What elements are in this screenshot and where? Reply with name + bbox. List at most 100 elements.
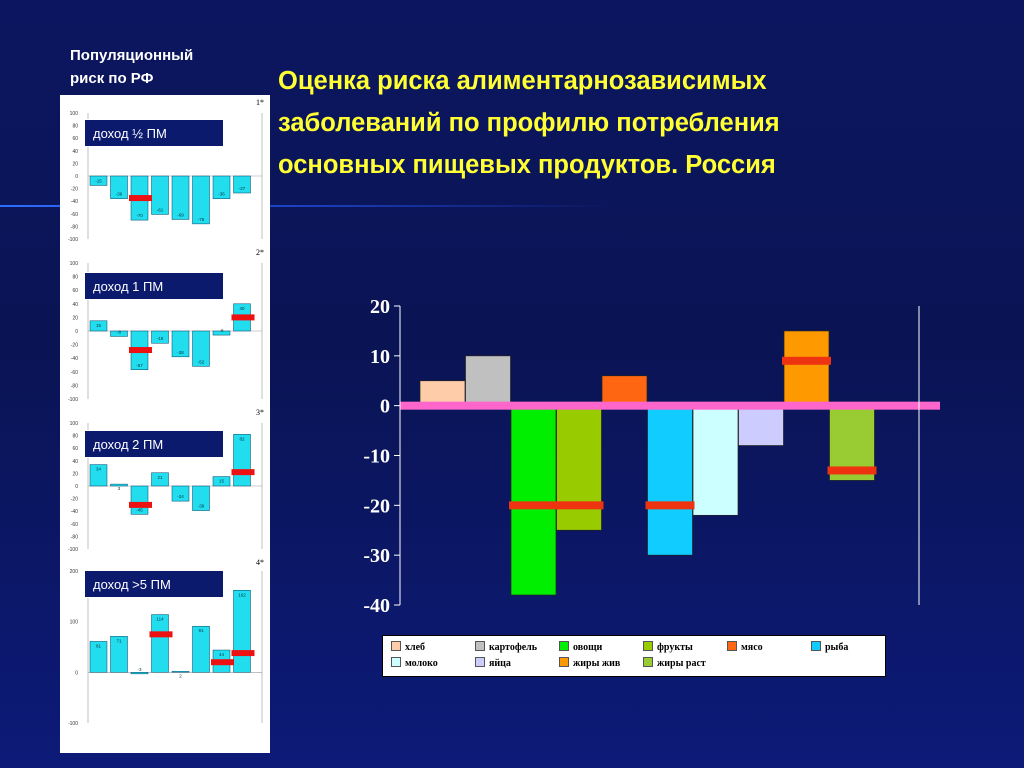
y-tick-label: 60 (72, 288, 78, 294)
bar-value-label: 21 (157, 475, 163, 480)
bar-value-label: 71 (116, 638, 122, 643)
bar-value-label: -39 (198, 504, 205, 509)
bar-value-label: -61 (157, 207, 164, 212)
bar-value-label: 44 (219, 652, 225, 657)
mini-bar (192, 625, 210, 673)
y-tick-label: -60 (71, 522, 78, 528)
mini-bar (212, 175, 231, 199)
legend-label: жиры раст (657, 658, 706, 669)
legend-label: рыба (825, 642, 849, 653)
legend-label: овощи (573, 642, 603, 653)
mini-bar (89, 641, 108, 673)
chart-number: 2* (256, 248, 264, 257)
bar-value-label: -8 (117, 329, 121, 334)
bar-value-label: 40 (239, 306, 245, 311)
legend-swatch (559, 641, 569, 651)
y-tick-label: -40 (71, 356, 78, 362)
bar-картофель (465, 355, 511, 407)
bar-value-label: -27 (239, 186, 246, 191)
y-tick-label: 0 (75, 329, 78, 335)
bar-фрукты (556, 405, 602, 531)
y-tick-label: 40 (72, 302, 78, 308)
y-tick-label: 20 (370, 296, 390, 318)
bar-value-label: -69 (177, 212, 184, 217)
y-tick-label: -100 (68, 237, 78, 243)
risk-marker (211, 659, 234, 666)
y-tick-label: -60 (71, 212, 78, 218)
legend-item: картофель (475, 641, 537, 655)
mini-chart-2: 2* 100 80 60 40 20 0 -20 -40 -60 -80 -100 15 -8 -57 -18… (60, 245, 270, 405)
bar-value-label: -36 (218, 192, 225, 197)
y-tick-label: 0 (380, 396, 390, 418)
legend-swatch (559, 657, 569, 667)
mini-bar (151, 614, 169, 673)
mini-chart-label: доход >5 ПМ (84, 570, 224, 598)
bar-value-label: 91 (198, 628, 204, 633)
bar-value-label: 61 (96, 643, 102, 648)
risk-marker (509, 501, 558, 510)
mini-bar (171, 330, 190, 358)
chart-legend: хлеб картофель овощи фрукты мясо рыба молоко яй… (382, 635, 886, 677)
legend-label: фрукты (657, 642, 693, 653)
bar-яйца (738, 405, 784, 446)
y-tick-label: 40 (72, 459, 78, 465)
mini-bar (151, 330, 169, 344)
bar-value-label: -3 (137, 667, 141, 672)
mini-bar (212, 330, 231, 336)
y-tick-label: -20 (71, 187, 78, 193)
legend-swatch (391, 657, 401, 667)
risk-marker (149, 631, 173, 638)
bar-value-label: 2 (179, 673, 182, 678)
legend-label: молоко (405, 658, 438, 669)
bar-value-label: 15 (219, 479, 225, 484)
legend-label: картофель (489, 642, 538, 653)
y-tick-label: -60 (71, 370, 78, 376)
legend-swatch (475, 657, 485, 667)
y-tick-label: 100 (70, 261, 79, 267)
bar-value-label: 34 (96, 467, 102, 472)
y-tick-label: -40 (363, 595, 390, 617)
y-tick-label: 100 (70, 620, 79, 626)
risk-marker (231, 314, 255, 321)
y-tick-label: 60 (72, 136, 78, 142)
y-tick-label: 0 (75, 174, 78, 180)
legend-swatch (643, 657, 653, 667)
y-tick-label: 20 (72, 471, 78, 477)
mini-bar (130, 672, 149, 675)
mini-bar (89, 175, 108, 186)
panel-title: Популяционный риск по РФ (70, 47, 194, 87)
mini-bar (233, 175, 251, 194)
mini-bar (89, 464, 108, 487)
legend-item: овощи (559, 641, 602, 655)
bar-value-label: 162 (238, 592, 246, 597)
y-tick-label: -20 (71, 497, 78, 503)
y-tick-label: 0 (75, 484, 78, 490)
chart-number: 1* (256, 98, 264, 107)
mini-chart-1: 1* 100 80 60 40 20 0 -20 -40 -60 -80 -100 -15 -36 -70 -… (60, 95, 270, 245)
bar-value-label: -36 (116, 192, 123, 197)
risk-marker (782, 356, 831, 365)
risk-marker (554, 501, 604, 510)
legend-swatch (475, 641, 485, 651)
mini-bar (212, 476, 231, 487)
zero-line (400, 401, 940, 410)
legend-swatch (643, 641, 653, 651)
legend-swatch (727, 641, 737, 651)
bar-мясо (601, 375, 648, 407)
mini-chart-4: 4* 200 100 0 -100 61 71 -3 114 2 91 44 162 доход >5 … (60, 555, 270, 753)
bar-value-label: 15 (96, 323, 102, 328)
bar-value-label: -57 (136, 363, 143, 368)
y-tick-label: -40 (71, 509, 78, 515)
y-tick-label: 80 (72, 124, 78, 130)
bar-value-label: -38 (177, 350, 184, 355)
y-tick-label: 10 (370, 346, 390, 368)
bar-молоко (692, 405, 739, 516)
y-tick-label: 60 (72, 446, 78, 452)
y-tick-label: -30 (363, 545, 390, 567)
slide-title: Оценка риска алиментарнозависимых заболе… (278, 67, 780, 179)
mini-bar (110, 483, 128, 487)
chart-number: 4* (256, 558, 264, 567)
y-tick-label: 20 (72, 161, 78, 167)
chart-number: 3* (256, 408, 264, 417)
bar-value-label: 114 (156, 617, 164, 622)
